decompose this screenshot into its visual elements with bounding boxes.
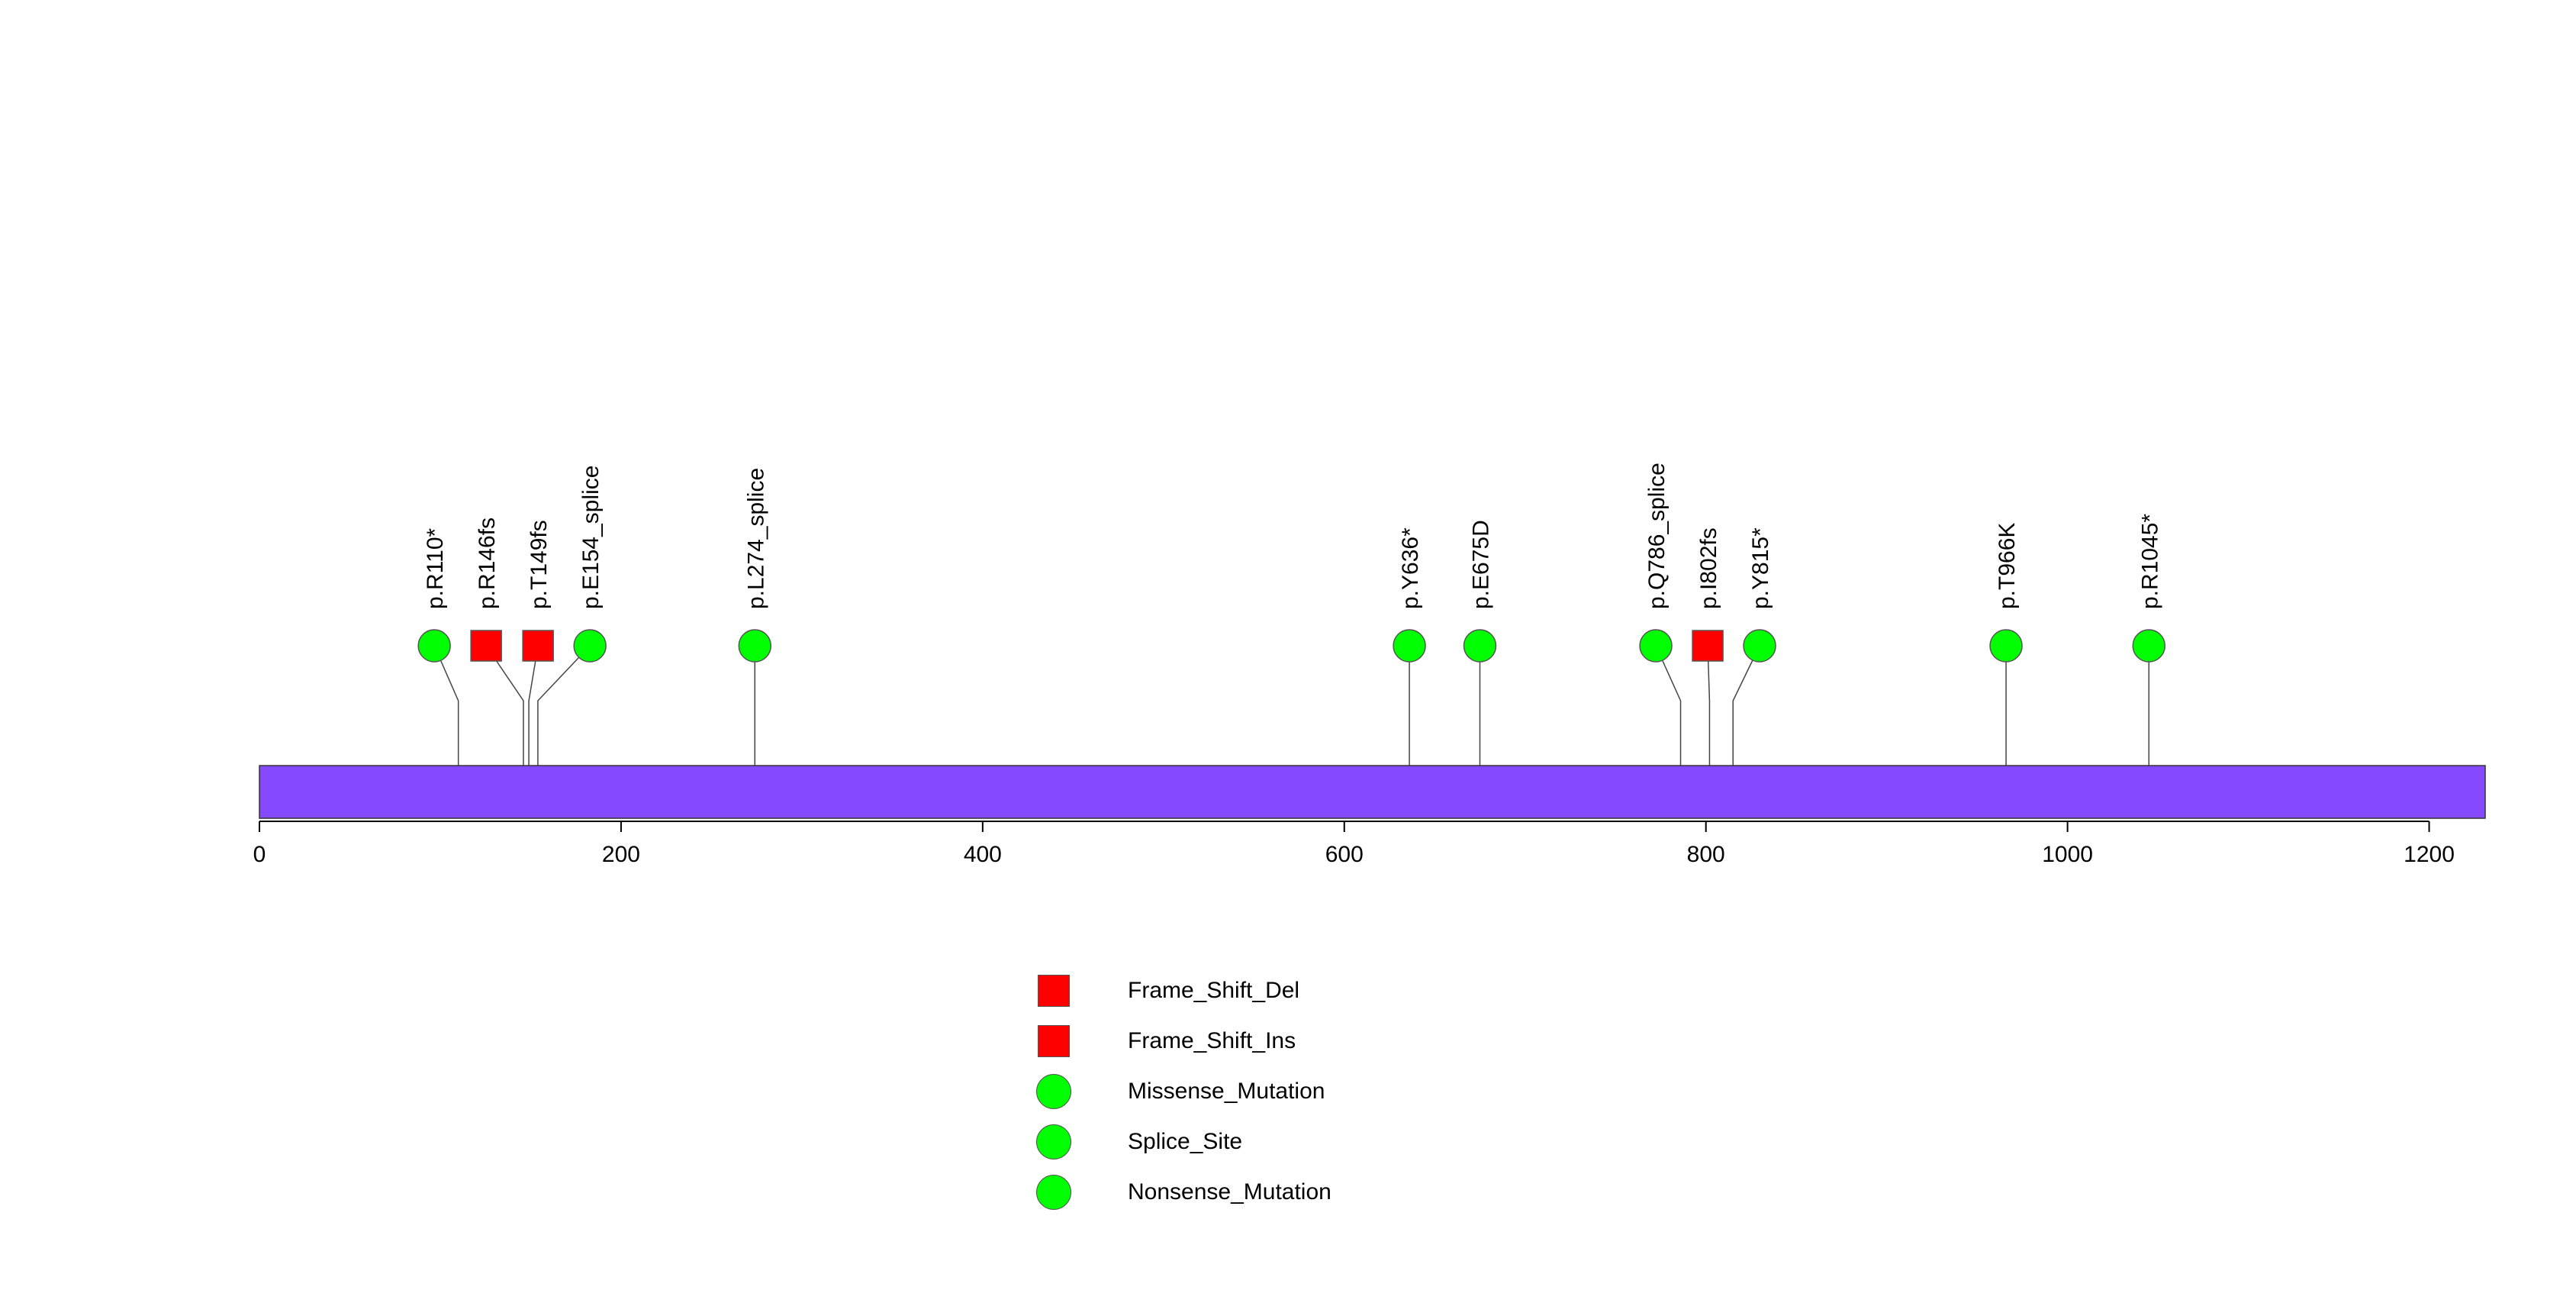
frame-shift-del-swatch	[1038, 975, 1070, 1007]
legend-label: Missense_Mutation	[1128, 1079, 1325, 1104]
mutation-label: p.R146fs	[475, 518, 500, 609]
legend-item: Missense_Mutation	[1036, 1066, 1331, 1117]
legend-label: Splice_Site	[1128, 1129, 1243, 1154]
mutation-label: p.Y815*	[1748, 527, 1773, 609]
mutation-marker	[573, 629, 607, 663]
mutation-marker	[1393, 629, 1426, 663]
mutation-label: p.T966K	[1995, 523, 2020, 609]
mutation-marker	[1989, 629, 2023, 663]
mutation-label: p.R110*	[423, 527, 448, 609]
legend: Frame_Shift_Del Frame_Shift_Ins Missense…	[1036, 966, 1331, 1217]
mutation-label: p.R1045*	[2137, 514, 2162, 609]
mutation-marker	[522, 630, 554, 662]
x-tick-label: 1200	[2404, 842, 2455, 867]
mutation-marker	[1692, 630, 1724, 662]
frame-shift-ins-swatch	[1038, 1025, 1070, 1057]
mutation-marker	[2132, 629, 2166, 663]
connector-line	[1655, 645, 1682, 766]
connector-line	[537, 645, 591, 766]
mutation-label: p.Y636*	[1398, 527, 1423, 609]
mutation-marker	[417, 629, 451, 663]
mutation-marker	[470, 630, 502, 662]
mutation-marker	[1463, 629, 1497, 663]
connector-line	[433, 645, 459, 766]
x-tick-label: 800	[1687, 842, 1725, 867]
missense-mutation-swatch	[1036, 1074, 1071, 1109]
x-tick-label: 200	[602, 842, 640, 867]
mutation-label: p.E154_splice	[578, 466, 604, 609]
protein-bar	[259, 765, 2486, 819]
legend-item: Frame_Shift_Ins	[1038, 1016, 1331, 1066]
connector-line	[528, 645, 539, 766]
connector-line	[1707, 645, 1711, 766]
mutation-marker	[1743, 629, 1776, 663]
mutation-label: p.I802fs	[1696, 527, 1721, 609]
legend-item: Nonsense_Mutation	[1036, 1167, 1331, 1217]
mutation-label: p.L274_splice	[743, 468, 768, 609]
connector-lines	[433, 645, 2150, 766]
x-axis: 0 200 400 600 800 1000 1200	[253, 821, 2455, 867]
connector-line	[485, 645, 524, 766]
legend-item: Splice_Site	[1036, 1117, 1331, 1167]
x-tick-label: 400	[964, 842, 1002, 867]
mutation-label: p.Q786_splice	[1644, 463, 1670, 609]
legend-label: Frame_Shift_Del	[1128, 978, 1300, 1003]
x-tick-label: 600	[1325, 842, 1364, 867]
legend-label: Nonsense_Mutation	[1128, 1179, 1331, 1205]
legend-item: Frame_Shift_Del	[1038, 966, 1331, 1016]
mutation-label: p.E675D	[1468, 520, 1493, 609]
mutation-label: p.T149fs	[526, 520, 552, 609]
splice-site-swatch	[1036, 1124, 1071, 1159]
legend-label: Frame_Shift_Ins	[1128, 1028, 1296, 1053]
nonsense-mutation-swatch	[1036, 1175, 1071, 1210]
mutation-markers: p.R110* p.R146fs p.T149fs p.E154_splice p.L2…	[417, 463, 2166, 663]
connector-line	[1732, 645, 1760, 766]
mutation-marker	[738, 629, 772, 663]
x-tick-label: 1000	[2042, 842, 2093, 867]
x-tick-label: 0	[253, 842, 266, 867]
mutation-marker	[1639, 629, 1673, 663]
